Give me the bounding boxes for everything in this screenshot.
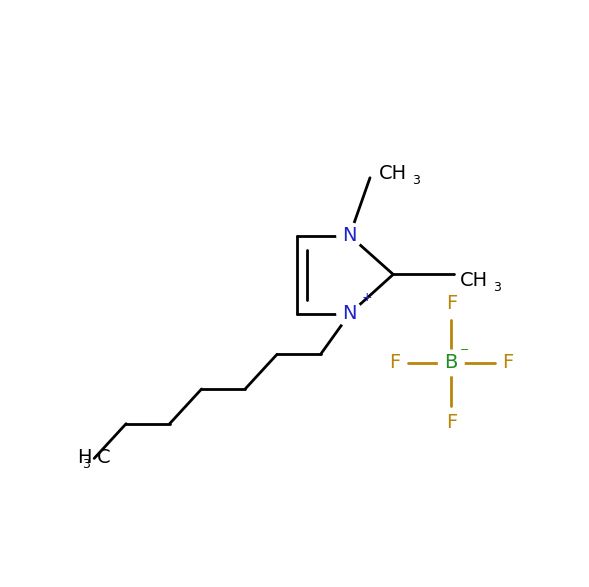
Text: F: F (446, 413, 457, 432)
Text: 3: 3 (412, 174, 420, 187)
Text: C: C (97, 448, 110, 467)
Text: +: + (362, 291, 372, 304)
Circle shape (337, 301, 362, 326)
Text: F: F (502, 353, 513, 372)
Text: CH: CH (379, 164, 407, 183)
Text: N: N (342, 226, 357, 245)
Text: −: − (459, 345, 469, 355)
Circle shape (438, 350, 464, 376)
Text: CH: CH (460, 271, 488, 290)
Text: N: N (342, 304, 357, 323)
Text: 3: 3 (82, 458, 90, 471)
Text: 3: 3 (493, 281, 501, 294)
Text: F: F (389, 353, 401, 372)
Circle shape (337, 223, 362, 248)
Text: F: F (446, 294, 457, 313)
Text: H: H (77, 448, 91, 467)
Text: B: B (445, 353, 458, 372)
